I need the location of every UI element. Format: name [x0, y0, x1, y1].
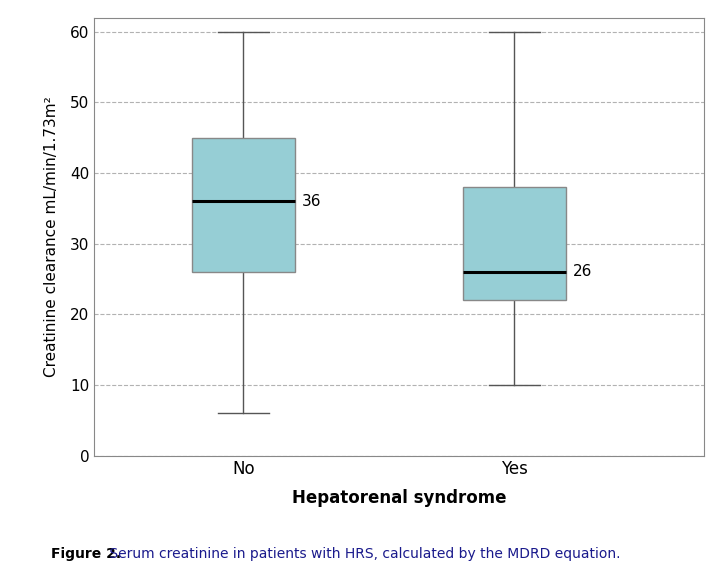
FancyBboxPatch shape [463, 187, 566, 300]
X-axis label: Hepatorenal syndrome: Hepatorenal syndrome [292, 489, 507, 507]
Text: 26: 26 [573, 265, 592, 279]
Text: Serum creatinine in patients with HRS, calculated by the MDRD equation.: Serum creatinine in patients with HRS, c… [105, 547, 620, 561]
Text: 36: 36 [302, 194, 321, 208]
Y-axis label: Creatinine clearance mL/min/1.73m²: Creatinine clearance mL/min/1.73m² [44, 96, 59, 377]
Text: Figure 2.: Figure 2. [51, 547, 121, 561]
FancyBboxPatch shape [192, 138, 295, 272]
